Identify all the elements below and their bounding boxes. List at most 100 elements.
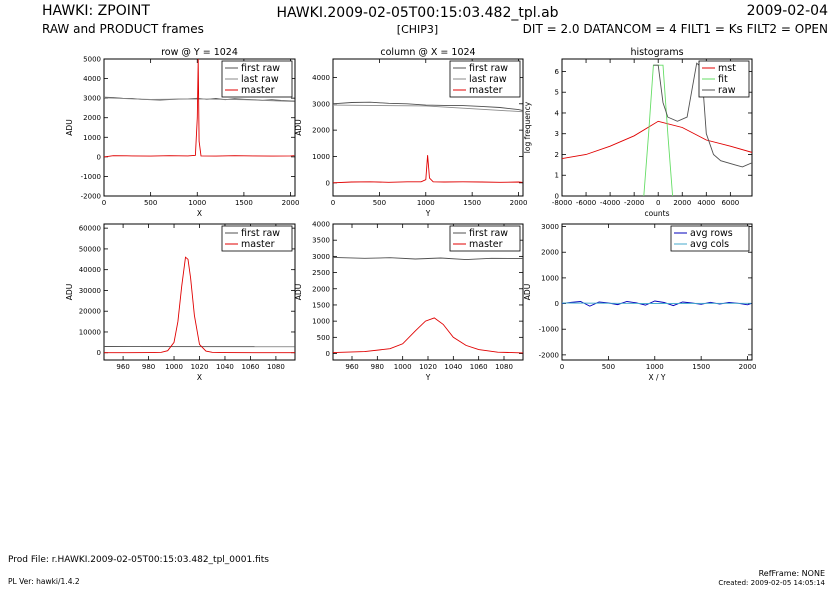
y-axis-label: ADU [294, 119, 303, 135]
y-tick-label: 2000 [83, 114, 101, 122]
y-tick-label: 0 [97, 153, 101, 161]
chart-title: histograms [630, 47, 683, 58]
y-tick-label: 3000 [83, 95, 101, 103]
y-axis-label: log frequency [523, 101, 532, 153]
ref-frame-label: RefFrame: NONE [758, 569, 825, 578]
x-tick-label: 960 [116, 363, 129, 371]
y-tick-label: 40000 [79, 266, 101, 274]
x-tick-label: 6000 [721, 199, 739, 207]
y-tick-label: 1000 [83, 134, 101, 142]
y-tick-label: 2000 [312, 127, 330, 135]
series-group [104, 256, 295, 354]
created-label: Created: 2009-02-05 14:05:14 [718, 579, 825, 587]
legend-entry: first raw [469, 63, 508, 74]
app-subtitle: RAW and PRODUCT frames [42, 22, 204, 36]
x-axis-label: Y [425, 373, 431, 382]
x-tick-label: -6000 [576, 199, 596, 207]
legend-box [221, 225, 293, 252]
series-line-master [104, 256, 295, 354]
y-tick-label: 3000 [541, 223, 559, 231]
y-tick-label: 500 [317, 334, 330, 342]
y-tick-label: 5 [555, 89, 559, 97]
y-tick-label: 6 [555, 68, 560, 76]
chart-title: column @ X = 1024 [380, 47, 475, 58]
y-axis-label: ADU [65, 119, 74, 135]
y-tick-label: -1000 [81, 173, 101, 181]
x-tick-label: 1060 [470, 363, 488, 371]
series-line-last-raw [333, 104, 523, 113]
y-tick-label: -2000 [81, 193, 101, 201]
y-tick-label: 1 [555, 172, 559, 180]
x-tick-label: 1020 [419, 363, 437, 371]
series-line-first-raw [333, 101, 523, 111]
x-axis-label: X [197, 209, 202, 218]
y-tick-label: 4000 [83, 75, 101, 83]
series-line-mst [562, 120, 752, 160]
series-line-avg-cols [562, 302, 752, 304]
y-tick-label: 1000 [312, 318, 330, 326]
y-tick-label: 3000 [312, 100, 330, 108]
x-tick-label: 500 [373, 199, 386, 207]
x-axis-label: X [197, 373, 202, 382]
x-tick-label: 0 [560, 363, 564, 371]
x-tick-label: 4000 [697, 199, 715, 207]
legend-entry: mst [718, 63, 736, 74]
x-tick-label: 2000 [282, 199, 300, 207]
legend-entry: fit [718, 74, 728, 85]
series-line-master [333, 155, 523, 184]
x-axis-label: counts [644, 209, 669, 218]
y-tick-label: 5000 [83, 56, 101, 64]
y-axis-label: ADU [65, 284, 74, 300]
x-tick-label: 2000 [673, 199, 691, 207]
series-group [104, 59, 295, 158]
y-tick-label: 1500 [312, 301, 330, 309]
legend-entry: raw [718, 85, 736, 96]
series-line-master [104, 59, 295, 158]
chart-averages: 0 500 1000 1500 2000 -2000 -1000 0 1000 2000 3000 X… [523, 223, 756, 382]
y-tick-label: -2000 [539, 351, 559, 359]
x-tick-label: 1080 [495, 363, 513, 371]
x-tick-label: 1500 [235, 199, 253, 207]
legend-entry: first raw [469, 228, 508, 239]
legend-entry: avg cols [690, 239, 729, 250]
pl-version-label: PL Ver: hawki/1.4.2 [8, 577, 80, 586]
y-tick-label: 0 [97, 349, 101, 357]
series-line-master [333, 317, 523, 354]
y-tick-label: 4000 [312, 74, 330, 82]
legend-entry: first raw [241, 228, 280, 239]
legend-entry: last raw [469, 74, 507, 85]
x-tick-label: 1080 [267, 363, 285, 371]
y-tick-label: 3500 [312, 237, 330, 245]
file-title: HAWKI.2009-02-05T00:15:03.482_tpl.ab [276, 5, 559, 21]
prod-file-label: Prod File: r.HAWKI.2009-02-05T00:15:03.4… [8, 555, 269, 565]
y-tick-label: 10000 [79, 328, 101, 336]
y-tick-label: 20000 [79, 308, 101, 316]
chart-row: row @ Y = 1024 0 500 1000 1500 2000 -2000 -1000… [65, 47, 299, 218]
chart-column-zoom: 960 980 1000 1020 1040 1060 1080 0 500 1000 1500 20… [294, 221, 524, 382]
y-tick-label: 4 [555, 109, 560, 117]
y-tick-label: 2500 [312, 269, 330, 277]
x-tick-label: -2000 [624, 199, 644, 207]
legend-entry: master [241, 85, 275, 96]
legend-entry: master [469, 239, 503, 250]
x-tick-label: 0 [102, 199, 106, 207]
app-title: HAWKI: ZPOINT [42, 3, 150, 19]
series-group [333, 256, 523, 354]
y-tick-label: 0 [555, 300, 559, 308]
y-tick-label: 0 [555, 193, 559, 201]
x-tick-label: 1000 [165, 363, 183, 371]
y-tick-label: 2000 [312, 285, 330, 293]
legend-entry: master [469, 85, 503, 96]
x-tick-label: 2000 [510, 199, 528, 207]
chart-row-zoom: 960 980 1000 1020 1040 1060 1080 0 10000 20000 300… [65, 223, 296, 382]
x-tick-label: 1040 [216, 363, 234, 371]
legend-entry: last raw [241, 74, 279, 85]
legend-entry: master [241, 239, 275, 250]
y-tick-label: 1000 [541, 274, 559, 282]
y-tick-label: -1000 [539, 326, 559, 334]
